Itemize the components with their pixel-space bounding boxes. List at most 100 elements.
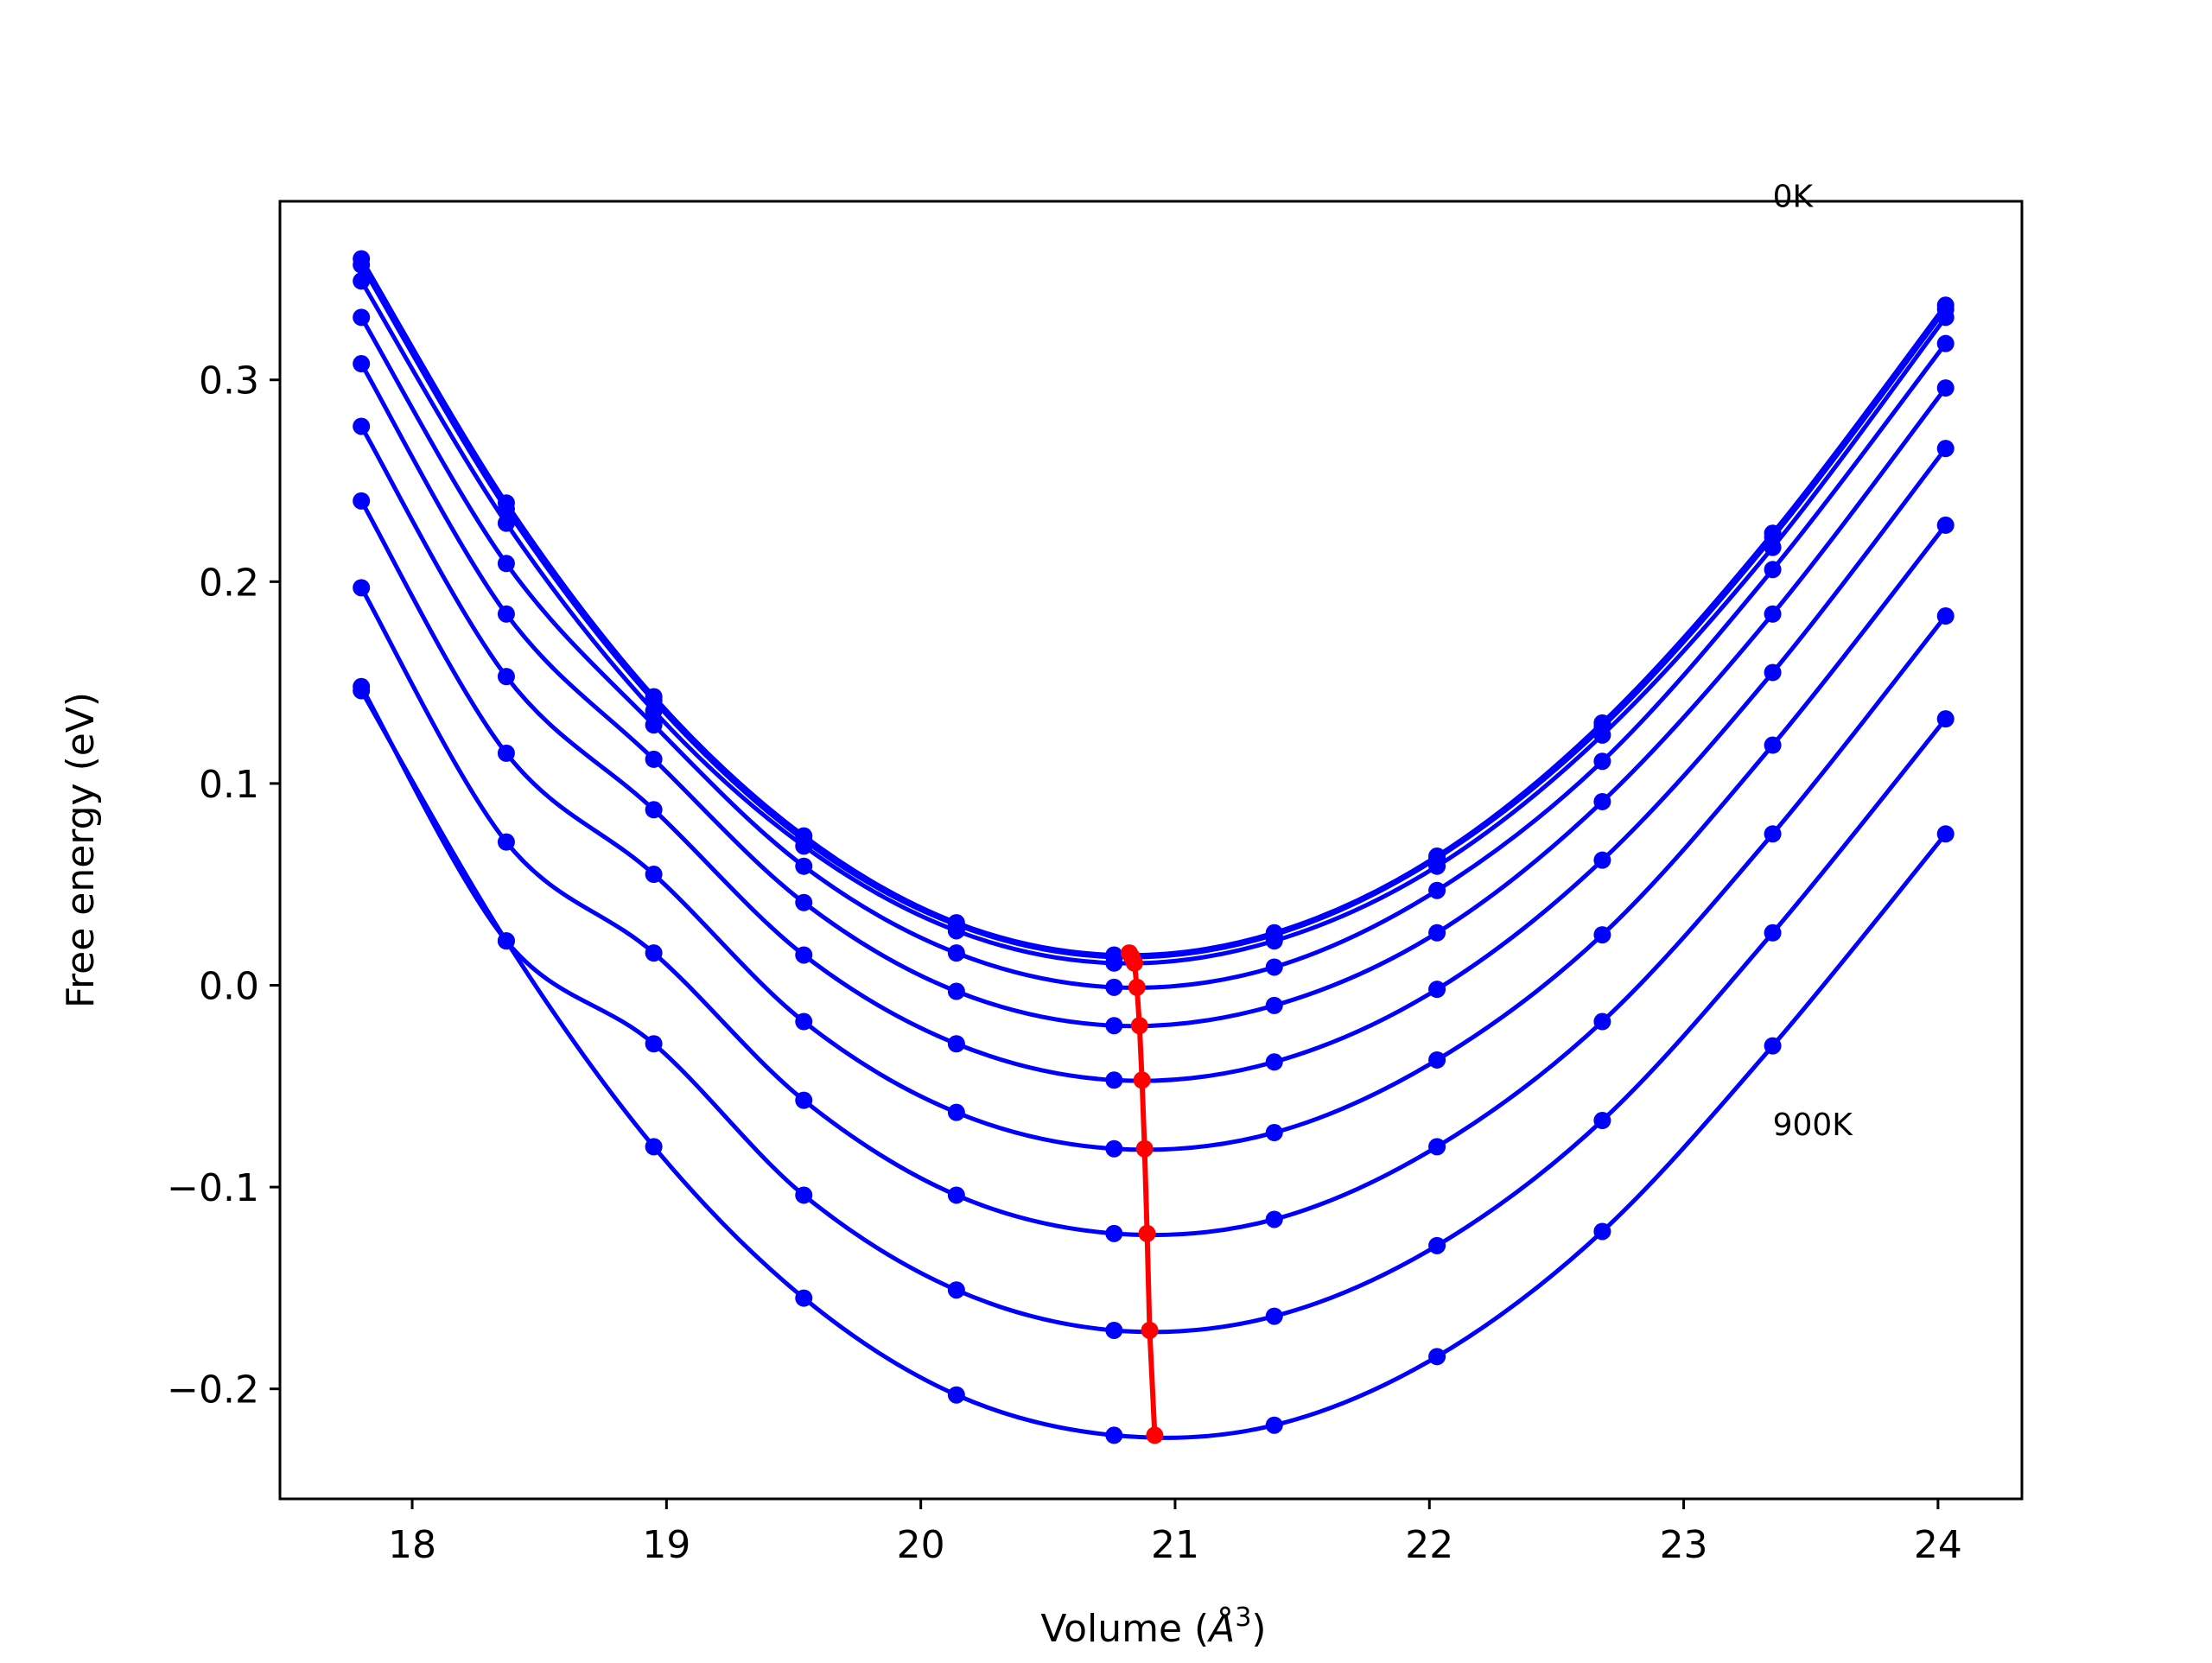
series-8-point-4	[795, 1091, 813, 1109]
series-4-point-7	[1265, 958, 1283, 976]
series-3-point-6	[1105, 954, 1123, 972]
minima-point-6	[1133, 1071, 1151, 1089]
series-6-point-3	[645, 801, 663, 819]
minima-layer	[1120, 944, 1164, 1444]
series-9-point-9	[1593, 1112, 1611, 1130]
series-3-point-1	[353, 272, 371, 290]
x-tick-label-18: 18	[388, 1523, 436, 1567]
x-axis-title-text: Volume (	[1040, 1607, 1209, 1651]
series-4-point-8	[1428, 881, 1446, 899]
series-8-point-1	[353, 579, 371, 597]
series-4-point-4	[795, 857, 813, 875]
x-axis-title-unit: Å	[1206, 1605, 1235, 1651]
x-tick-label-21: 21	[1151, 1523, 1199, 1567]
series-7-point-7	[1265, 1124, 1283, 1142]
series-9-point-6	[1105, 1321, 1123, 1339]
series-3-point-2	[497, 514, 515, 532]
minima-point-5	[1130, 1017, 1148, 1035]
series-6-point-5	[947, 1035, 965, 1053]
x-axis-title-close: )	[1251, 1607, 1266, 1651]
series-4-point-10	[1764, 561, 1782, 579]
series-5-point-11	[1936, 379, 1955, 397]
series-10-point-8	[1428, 1348, 1446, 1366]
series-5-point-8	[1428, 924, 1446, 942]
series-10-point-4	[795, 1289, 813, 1307]
series-5-point-5	[947, 982, 965, 1000]
series-5-point-2	[497, 605, 515, 623]
y-tick-label-2: 0.0	[199, 965, 259, 1009]
series-8-point-6	[1105, 1224, 1123, 1242]
x-tick-label-23: 23	[1660, 1523, 1708, 1567]
series-10-point-7	[1265, 1416, 1283, 1434]
series-3-point-3	[645, 701, 663, 720]
series-4-point-11	[1936, 334, 1955, 352]
series-8-point-2	[497, 833, 515, 851]
series-2-point-2	[497, 500, 515, 518]
series-9-point-10	[1764, 924, 1782, 942]
x-tick-label-19: 19	[642, 1523, 690, 1567]
y-tick-label-4: 0.2	[199, 561, 259, 605]
series-5-point-3	[645, 750, 663, 768]
x-axis-ticks: 18 19 20 21 22 23 24	[388, 1499, 1962, 1567]
series-5-point-10	[1764, 605, 1782, 623]
minima-point-7	[1135, 1139, 1154, 1158]
y-axis-ticks: −0.2 −0.1 0.0 0.1 0.2 0.3	[167, 359, 280, 1412]
series-6-point-8	[1428, 981, 1446, 999]
series-5-point-6	[1105, 1017, 1123, 1035]
series-9-point-4	[795, 1186, 813, 1204]
series-8-point-3	[645, 944, 663, 962]
y-tick-label-5: 0.3	[199, 359, 259, 403]
series-7-point-8	[1428, 1050, 1446, 1069]
series-7-point-5	[947, 1103, 965, 1121]
x-tick-label-22: 22	[1405, 1523, 1453, 1567]
series-8-point-8	[1428, 1138, 1446, 1156]
points-layer	[353, 250, 1955, 1444]
series-4-point-9	[1593, 752, 1611, 771]
series-4-point-6	[1105, 978, 1123, 996]
series-8-point-9	[1593, 1012, 1611, 1031]
series-10-point-10	[1764, 1037, 1782, 1055]
series-9-point-3	[645, 1035, 663, 1053]
series-3-point-11	[1936, 308, 1955, 327]
series-10-point-1	[353, 682, 371, 700]
annotations-layer: 0K 900K	[1773, 180, 1854, 1144]
series-10-point-2	[497, 932, 515, 950]
x-tick-label-24: 24	[1914, 1523, 1962, 1567]
x-tick-label-20: 20	[897, 1523, 945, 1567]
minima-point-10	[1146, 1426, 1164, 1444]
minima-point-9	[1141, 1321, 1159, 1339]
annotation-0k: 0K	[1773, 180, 1815, 215]
minima-point-8	[1138, 1224, 1156, 1242]
series-10-point-6	[1105, 1426, 1123, 1444]
series-2-point-1	[353, 256, 371, 274]
series-3-point-8	[1428, 857, 1446, 875]
minima-point-3	[1125, 954, 1143, 972]
series-6-point-7	[1265, 1053, 1283, 1071]
series-4-point-1	[353, 308, 371, 327]
series-8-point-10	[1764, 825, 1782, 843]
series-7-point-9	[1593, 926, 1611, 944]
series-9-point-11	[1936, 710, 1955, 728]
y-axis-title: Free energy (eV)	[59, 692, 103, 1008]
series-8-point-11	[1936, 607, 1955, 625]
annotation-900k: 900K	[1773, 1108, 1854, 1143]
series-6-point-1	[353, 417, 371, 435]
series-3-point-4	[795, 837, 813, 855]
series-9-point-8	[1428, 1236, 1446, 1254]
series-5-point-4	[795, 893, 813, 911]
y-tick-label-3: 0.1	[199, 763, 259, 807]
series-5-point-9	[1593, 792, 1611, 810]
series-6-point-2	[497, 668, 515, 686]
series-6-point-10	[1764, 663, 1782, 682]
series-4-point-2	[497, 555, 515, 573]
series-5-point-1	[353, 355, 371, 373]
y-tick-label-1: −0.1	[167, 1166, 259, 1210]
minima-point-4	[1128, 978, 1146, 996]
series-7-point-10	[1764, 736, 1782, 754]
series-6-point-11	[1936, 440, 1955, 458]
series-7-point-6	[1105, 1139, 1123, 1158]
series-3-point-9	[1593, 726, 1611, 744]
